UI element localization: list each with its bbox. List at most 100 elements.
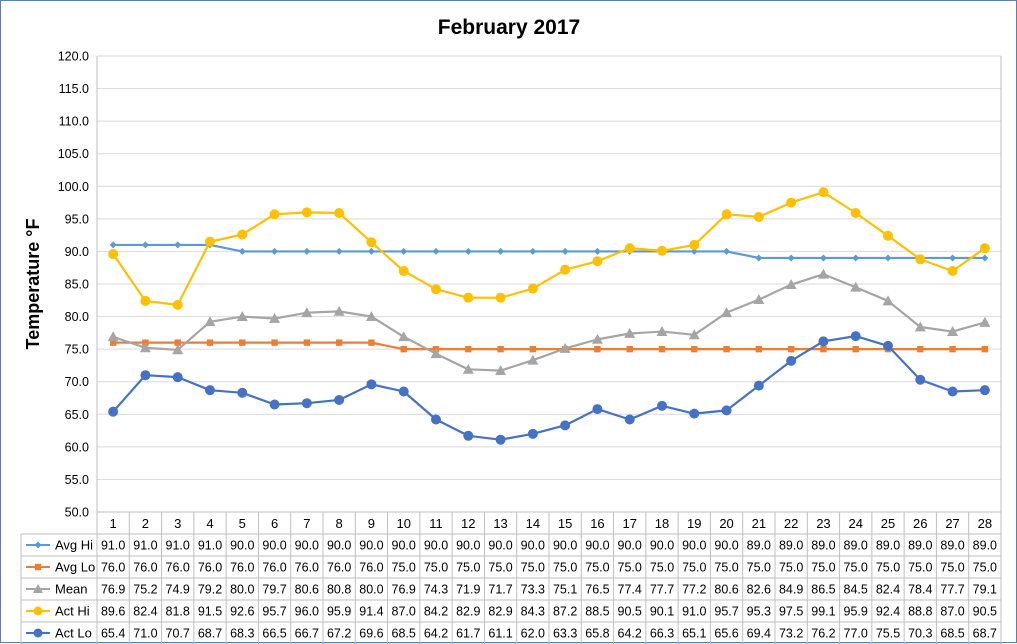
x-tick-label: 12 xyxy=(461,516,475,531)
x-tick-label: 2 xyxy=(142,516,149,531)
table-cell: 75.0 xyxy=(424,561,448,575)
data-point-mean xyxy=(236,311,248,321)
data-point-act-lo xyxy=(205,385,215,396)
x-tick-label: 21 xyxy=(752,516,766,531)
x-tick-label: 7 xyxy=(303,516,310,531)
data-point-mean xyxy=(527,354,539,365)
data-point-avg-lo xyxy=(303,339,311,346)
data-point-avg-hi xyxy=(400,247,408,255)
series-line-act-lo xyxy=(112,335,985,441)
data-point-mean xyxy=(269,313,281,323)
data-point-act-hi xyxy=(431,284,441,295)
x-tick-label: 1 xyxy=(110,516,117,531)
table-cell: 90.0 xyxy=(488,539,512,553)
table-cell: 69.4 xyxy=(747,627,771,641)
table-cell: 89.0 xyxy=(747,539,771,553)
table-cell: 84.3 xyxy=(521,605,545,619)
table-cell: 66.3 xyxy=(650,627,674,641)
data-point-act-lo xyxy=(301,398,312,409)
legend-label-avg-lo: Avg Lo xyxy=(55,560,95,575)
table-cell: 82.6 xyxy=(747,583,771,597)
y-tick-label: 85.0 xyxy=(65,278,89,292)
table-cell: 79.1 xyxy=(973,583,997,597)
data-point-mean xyxy=(753,294,765,305)
table-cell: 74.3 xyxy=(424,583,448,597)
data-point-mean xyxy=(591,333,603,344)
y-axis-label: Temperature °F xyxy=(23,219,43,350)
data-point-mean xyxy=(850,281,862,292)
table-cell: 80.6 xyxy=(295,583,319,597)
data-point-avg-lo xyxy=(594,345,601,353)
table-cell: 62.0 xyxy=(521,627,545,641)
table-cell: 77.7 xyxy=(940,583,964,597)
table-cell: 75.0 xyxy=(488,561,512,575)
x-tick-label: 27 xyxy=(945,516,959,531)
table-cell: 75.2 xyxy=(133,583,157,597)
table-cell: 73.3 xyxy=(521,583,545,597)
data-point-mean xyxy=(979,316,991,327)
data-point-avg-lo xyxy=(949,345,956,353)
data-point-avg-lo xyxy=(981,345,989,353)
data-point-avg-hi xyxy=(949,254,957,262)
series-line-mean xyxy=(112,273,986,372)
data-point-mean xyxy=(462,363,474,374)
data-point-act-lo xyxy=(527,428,538,439)
data-point-act-hi xyxy=(850,207,861,218)
table-cell: 75.0 xyxy=(973,561,997,575)
data-point-mean xyxy=(172,344,184,355)
table-cell: 89.0 xyxy=(908,539,932,553)
data-point-mean xyxy=(656,326,668,336)
table-cell: 91.0 xyxy=(133,539,157,553)
y-tick-label: 60.0 xyxy=(65,440,89,454)
data-point-act-hi xyxy=(527,283,538,294)
table-cell: 91.0 xyxy=(101,539,125,553)
table-cell: 99.1 xyxy=(811,605,835,619)
table-cell: 82.9 xyxy=(488,605,512,619)
table-cell: 75.0 xyxy=(682,561,706,575)
data-point-act-lo xyxy=(172,372,183,383)
data-point-mean xyxy=(914,321,926,332)
data-point-act-hi xyxy=(398,265,409,276)
data-point-avg-hi xyxy=(981,254,989,262)
data-point-act-hi xyxy=(689,239,700,250)
x-tick-label: 8 xyxy=(336,516,343,531)
table-cell: 80.8 xyxy=(327,583,351,597)
data-point-act-lo xyxy=(140,370,151,381)
table-cell: 81.8 xyxy=(166,605,190,619)
x-tick-label: 26 xyxy=(913,516,927,531)
data-point-mean xyxy=(624,328,636,338)
table-cell: 92.6 xyxy=(230,605,254,619)
y-tick-label: 95.0 xyxy=(65,212,89,226)
data-point-avg-lo xyxy=(658,345,666,353)
table-cell: 77.4 xyxy=(618,583,642,597)
table-cell: 75.0 xyxy=(585,561,609,575)
x-tick-label: 4 xyxy=(206,516,213,531)
table-cell: 89.6 xyxy=(101,605,125,619)
table-cell: 65.8 xyxy=(585,627,609,641)
table-cell: 66.7 xyxy=(295,627,319,641)
data-point-avg-hi xyxy=(884,254,892,262)
data-point-act-hi xyxy=(657,245,667,256)
data-point-avg-hi xyxy=(432,247,440,255)
data-point-avg-lo xyxy=(852,345,859,353)
table-cell: 95.9 xyxy=(327,605,351,619)
table-cell: 68.7 xyxy=(198,627,222,641)
chart-title: February 2017 xyxy=(438,16,580,39)
data-point-mean xyxy=(882,295,894,306)
data-point-act-hi xyxy=(269,209,280,220)
table-cell: 76.5 xyxy=(585,583,609,597)
data-point-act-lo xyxy=(979,385,990,396)
data-point-act-lo xyxy=(560,420,571,431)
data-point-act-hi xyxy=(592,256,603,267)
legend-key-marker xyxy=(33,584,43,593)
table-cell: 84.5 xyxy=(844,583,868,597)
y-tick-label: 65.0 xyxy=(65,408,89,422)
table-cell: 90.0 xyxy=(262,539,286,553)
data-point-mean xyxy=(430,348,442,359)
series-line-avg-hi xyxy=(113,243,985,260)
table-cell: 90.5 xyxy=(618,605,642,619)
data-point-act-hi xyxy=(915,254,926,265)
data-point-act-hi xyxy=(172,299,183,310)
data-point-mean xyxy=(785,279,797,290)
y-tick-label: 80.0 xyxy=(65,310,89,324)
